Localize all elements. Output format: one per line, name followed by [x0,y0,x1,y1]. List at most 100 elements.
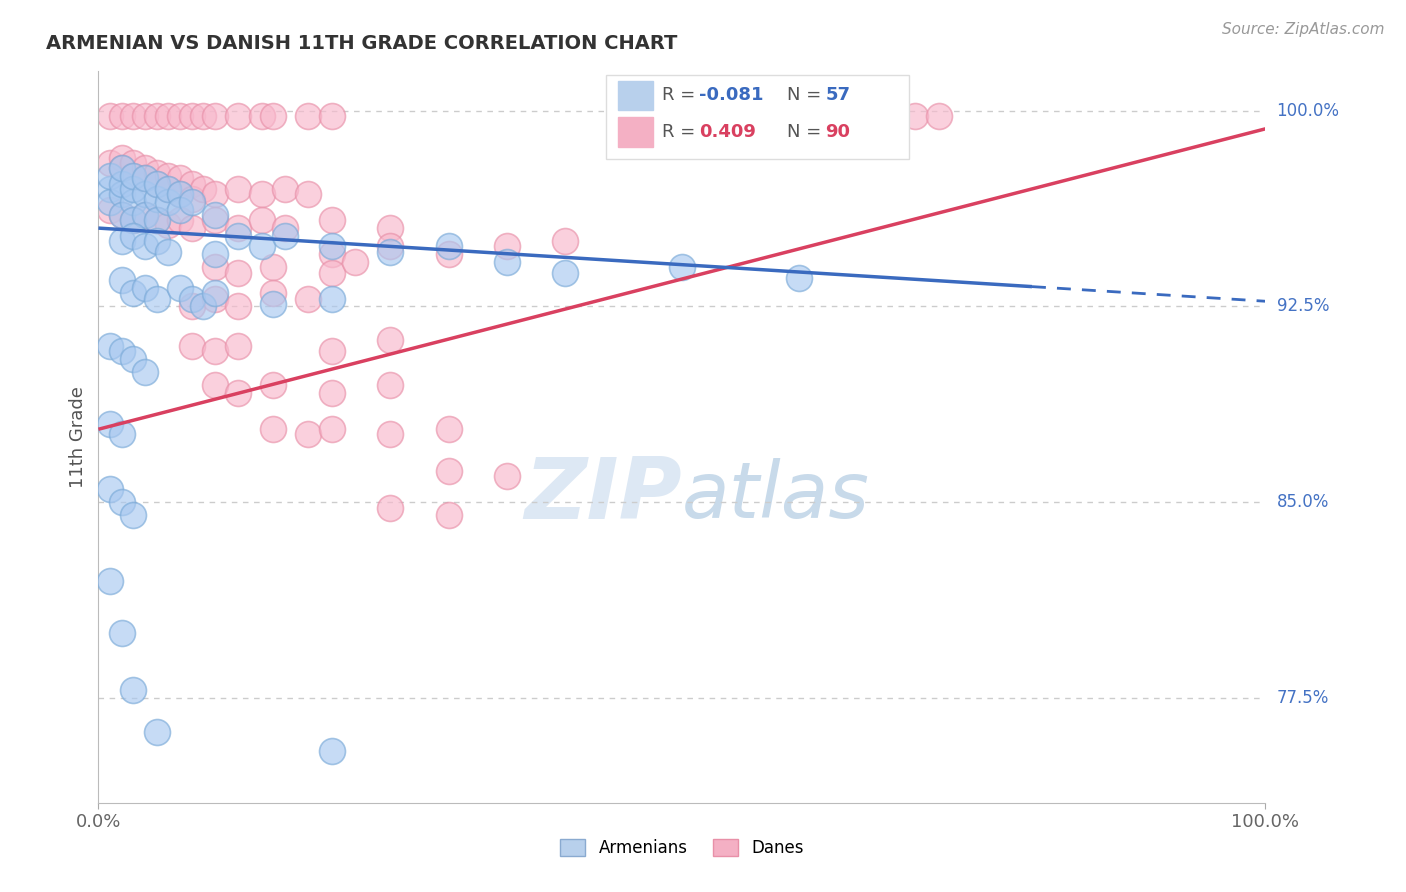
Point [297,187,319,202]
Text: N =: N = [787,123,827,141]
Text: -0.081: -0.081 [699,87,763,104]
Point [904,109,927,123]
Point [297,292,319,306]
Point [787,270,810,285]
Point [98,574,121,588]
Point [180,221,202,235]
Point [250,109,273,123]
Point [437,247,460,261]
Point [250,187,273,202]
Point [134,208,156,222]
Point [437,464,460,478]
Point [321,292,343,306]
Point [169,213,191,227]
Point [321,343,343,358]
Point [169,281,191,295]
Point [146,109,169,123]
Point [321,239,343,253]
Point [111,109,134,123]
Point [146,213,169,227]
Point [134,187,156,202]
Point [250,239,273,253]
Point [157,109,180,123]
Point [134,109,156,123]
Point [157,244,180,259]
Point [146,177,169,191]
Point [111,427,134,442]
Point [98,194,121,209]
Point [122,155,145,169]
Text: ZIP: ZIP [524,454,682,537]
Point [111,177,134,191]
FancyBboxPatch shape [617,81,652,110]
Point [122,182,145,196]
Point [122,213,145,227]
Text: N =: N = [787,87,827,104]
Point [157,194,180,209]
Point [157,182,180,196]
Point [180,339,202,353]
Point [111,161,134,175]
Point [146,213,169,227]
Point [554,234,576,248]
Point [180,194,202,209]
Point [98,169,121,183]
Point [146,166,169,180]
Point [928,109,950,123]
Text: 57: 57 [825,87,851,104]
Text: Source: ZipAtlas.com: Source: ZipAtlas.com [1222,22,1385,37]
Point [297,427,319,442]
Point [180,109,202,123]
Point [146,193,169,207]
Point [111,343,134,358]
Point [321,213,343,227]
Point [169,171,191,186]
Point [228,221,250,235]
Point [671,260,693,275]
Point [169,202,191,217]
Point [204,292,226,306]
Point [380,221,402,235]
Point [274,221,297,235]
Point [262,297,284,311]
Point [146,177,169,191]
Point [169,187,191,202]
Point [98,109,121,123]
Text: R =: R = [662,123,702,141]
Point [111,208,134,222]
Point [228,182,250,196]
Point [437,508,460,523]
Point [146,725,169,739]
Point [554,266,576,280]
Point [134,161,156,175]
Point [380,244,402,259]
Point [228,300,250,314]
Point [122,683,145,698]
Point [846,109,869,123]
Point [122,169,145,183]
Point [193,109,215,123]
Point [250,213,273,227]
Point [380,239,402,253]
Point [180,177,202,191]
Point [437,239,460,253]
Point [228,266,250,280]
Point [180,300,202,314]
Point [180,292,202,306]
Point [262,109,284,123]
Point [98,155,121,169]
Point [146,292,169,306]
Point [122,109,145,123]
Point [496,239,519,253]
Point [169,109,191,123]
Point [122,213,145,227]
Point [204,247,226,261]
Text: ARMENIAN VS DANISH 11TH GRADE CORRELATION CHART: ARMENIAN VS DANISH 11TH GRADE CORRELATIO… [46,34,678,54]
Point [344,255,367,269]
Point [111,161,134,175]
Point [122,229,145,244]
Text: 77.5%: 77.5% [1277,690,1329,707]
Text: atlas: atlas [682,458,870,533]
Point [262,260,284,275]
Point [274,182,297,196]
